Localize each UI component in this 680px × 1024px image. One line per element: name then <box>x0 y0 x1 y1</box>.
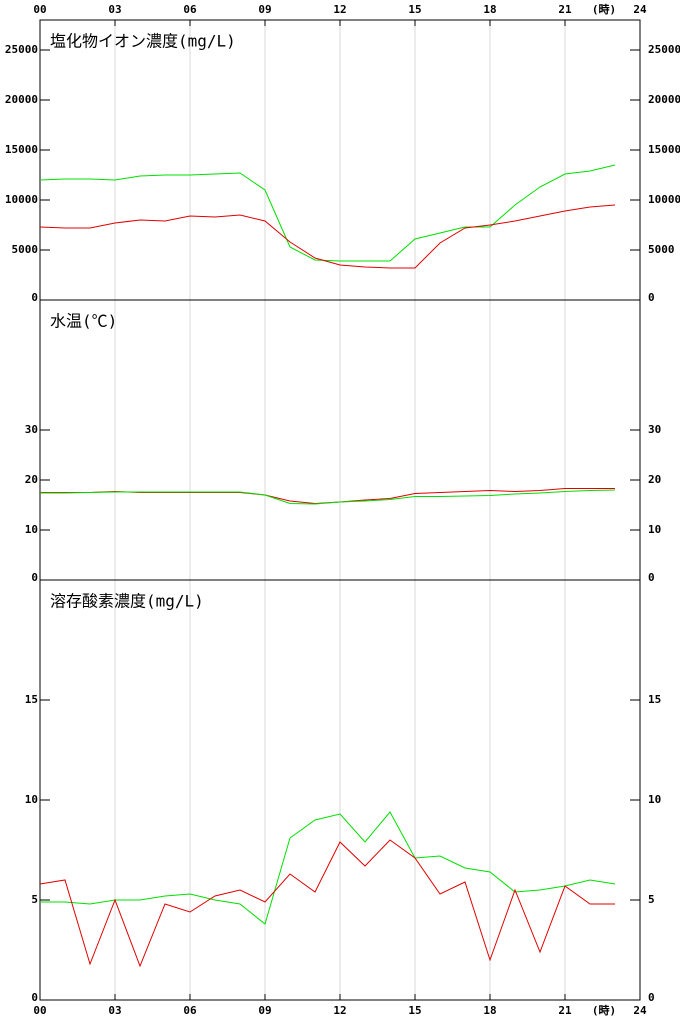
y-tick-label: 5000 <box>12 243 39 256</box>
panel-title: 塩化物イオン濃度(mg/L) <box>50 32 236 51</box>
x-tick-label: 03 <box>108 1004 121 1017</box>
y-tick-label: 0 <box>31 571 38 584</box>
y-tick-label: 30 <box>648 423 661 436</box>
x-tick-label: 09 <box>258 1004 271 1017</box>
x-tick-label: 03 <box>108 3 121 16</box>
y-tick-label: 0 <box>31 291 38 304</box>
y-tick-label: 15 <box>648 693 661 706</box>
y-tick-label: 0 <box>648 291 655 304</box>
y-tick-label: 5 <box>31 893 38 906</box>
y-tick-label: 10 <box>25 793 38 806</box>
y-tick-label: 20 <box>648 473 661 486</box>
x-tick-label: 24 <box>633 3 647 16</box>
y-tick-label: 5 <box>648 893 655 906</box>
x-tick-label: 24 <box>633 1004 647 1017</box>
x-tick-label: 18 <box>483 1004 496 1017</box>
x-unit: (時) <box>592 1003 616 1017</box>
y-tick-label: 0 <box>648 571 655 584</box>
x-unit: (時) <box>592 2 616 16</box>
x-tick-label: 00 <box>33 3 46 16</box>
line-series <box>40 488 615 505</box>
y-tick-label: 15000 <box>5 143 38 156</box>
panel-title: 溶存酸素濃度(mg/L) <box>50 592 204 611</box>
x-tick-label: 09 <box>258 3 271 16</box>
x-tick-label: 18 <box>483 3 496 16</box>
panel-title: 水温(℃) <box>50 312 117 331</box>
y-tick-label: 15 <box>25 693 38 706</box>
line-series <box>40 489 616 505</box>
x-tick-label: 15 <box>408 1004 421 1017</box>
y-tick-label: 20 <box>25 473 38 486</box>
y-tick-label: 10000 <box>648 193 680 206</box>
y-tick-label: 15000 <box>648 143 680 156</box>
y-tick-label: 25000 <box>648 43 680 56</box>
x-tick-label: 12 <box>333 1004 346 1017</box>
y-tick-label: 20000 <box>648 93 680 106</box>
line-series <box>39 839 615 968</box>
y-tick-label: 0 <box>648 991 655 1004</box>
line-series <box>40 811 616 925</box>
y-tick-label: 10 <box>25 523 38 536</box>
y-tick-label: 10000 <box>5 193 38 206</box>
line-series <box>39 204 616 269</box>
x-tick-label: 12 <box>333 3 346 16</box>
x-tick-label: 21 <box>558 3 572 16</box>
x-tick-label: 21 <box>558 1004 572 1017</box>
x-tick-label: 06 <box>183 3 197 16</box>
x-tick-label: 06 <box>183 1004 197 1017</box>
y-tick-label: 10 <box>648 793 661 806</box>
x-tick-label: 00 <box>33 1004 46 1017</box>
y-tick-label: 25000 <box>5 43 38 56</box>
y-tick-label: 5000 <box>648 243 675 256</box>
y-tick-label: 20000 <box>5 93 38 106</box>
y-tick-label: 10 <box>648 523 661 536</box>
y-tick-label: 0 <box>31 991 38 1004</box>
x-tick-label: 15 <box>408 3 421 16</box>
line-series <box>39 164 616 262</box>
y-tick-label: 30 <box>25 423 38 436</box>
